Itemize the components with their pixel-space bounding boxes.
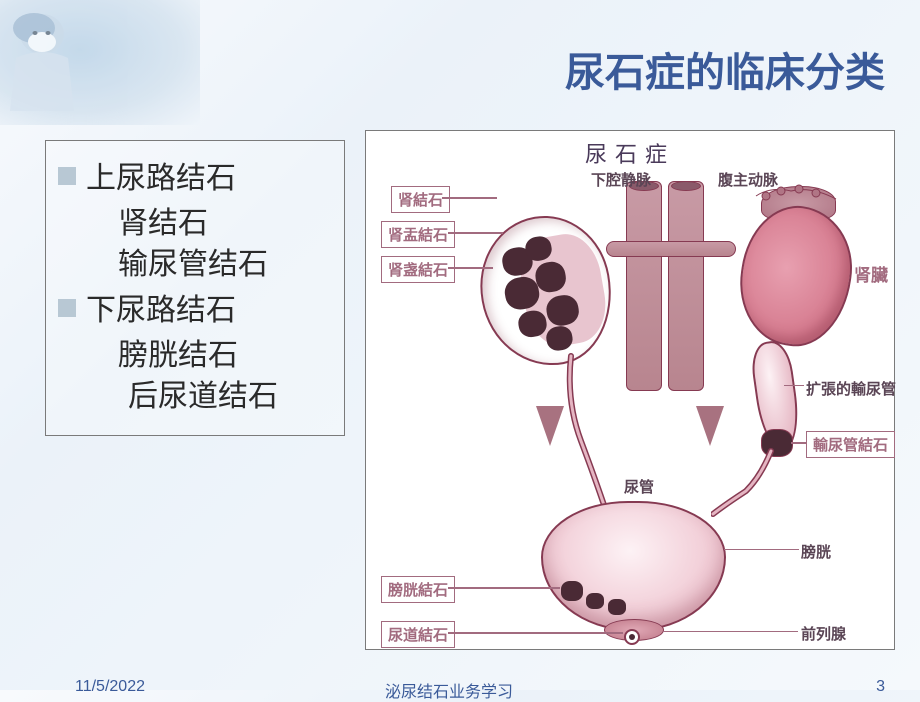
bullet-upper-sub2: 输尿管结石 xyxy=(58,245,334,286)
aorta-vessel xyxy=(668,181,704,391)
down-arrow-icon xyxy=(536,406,564,446)
ureter-line xyxy=(711,446,791,521)
label-ivc: 下腔静脉 xyxy=(591,169,651,190)
bullet-upper: 上尿路结石 xyxy=(58,159,334,198)
bullet-upper-label: 上尿路结石 xyxy=(86,159,236,198)
label-kidney-stone: 肾結石 xyxy=(391,186,450,213)
bullet-lower-sub1: 膀胱结石 xyxy=(58,336,334,377)
label-ureter-stone: 輸尿管結石 xyxy=(806,431,895,458)
bullet-icon xyxy=(58,299,76,317)
urethra-stone-mark xyxy=(624,629,640,645)
label-urethra-stone: 尿道結石 xyxy=(381,621,455,648)
bladder xyxy=(541,501,726,631)
bullet-lower-sub2: 后尿道结石 xyxy=(58,377,334,418)
footer-date: 11/5/2022 xyxy=(75,678,145,696)
bullet-icon xyxy=(58,167,76,185)
vessel-cap xyxy=(671,181,701,191)
connector-line xyxy=(448,587,560,589)
slide-header-image xyxy=(0,0,200,125)
connector-line xyxy=(448,232,503,234)
renal-vein xyxy=(606,241,736,257)
bladder-stone xyxy=(561,581,583,601)
label-pelvis-stone: 肾盂結石 xyxy=(381,221,455,248)
bullet-lower: 下尿路结石 xyxy=(58,291,334,330)
surgeon-figure xyxy=(2,6,82,116)
label-aorta: 腹主动脉 xyxy=(718,169,778,190)
connector-line xyxy=(663,631,798,632)
bladder-stone xyxy=(586,593,604,609)
anatomy-diagram: 尿石症 肾結石 xyxy=(365,130,895,650)
connector-line xyxy=(448,267,493,269)
down-arrow-icon xyxy=(696,406,724,446)
connector-line xyxy=(442,197,497,199)
label-dilated-ureter: 扩張的輸尿管 xyxy=(806,378,896,399)
label-ureter: 尿管 xyxy=(624,476,654,497)
bullet-upper-sub1: 肾结石 xyxy=(58,204,334,245)
diagram-title: 尿石症 xyxy=(366,137,894,169)
label-prostate: 前列腺 xyxy=(801,623,846,644)
connector-line xyxy=(791,442,807,444)
footer-title: 泌尿结石业务学习 xyxy=(385,678,513,702)
connector-line xyxy=(784,385,804,386)
content-bullets: 上尿路结石 肾结石 输尿管结石 下尿路结石 膀胱结石 后尿道结石 xyxy=(45,140,345,436)
slide-title: 尿石症的临床分类 xyxy=(565,40,885,98)
bullet-lower-label: 下尿路结石 xyxy=(86,291,236,330)
label-kidney: 肾臟 xyxy=(854,261,888,286)
footer-page-number: 3 xyxy=(876,678,885,696)
connector-line xyxy=(724,549,799,550)
bladder-stone xyxy=(608,599,626,615)
label-bladder: 膀胱 xyxy=(801,541,831,562)
connector-line xyxy=(448,632,623,634)
label-calyx-stone: 肾盏結石 xyxy=(381,256,455,283)
label-bladder-stone: 膀胱結石 xyxy=(381,576,455,603)
